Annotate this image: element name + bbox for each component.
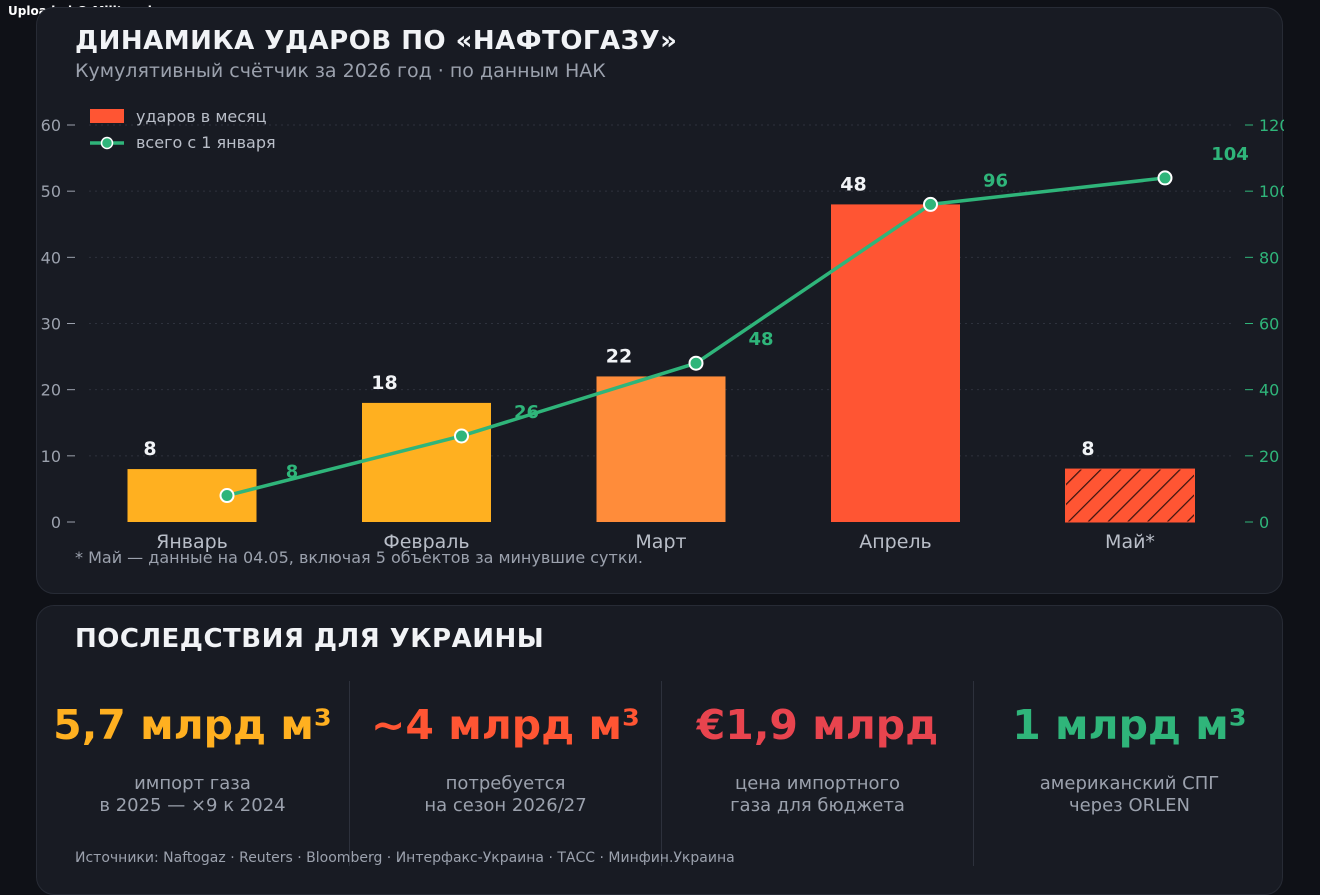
metric-description: потребуется на сезон 2026/27 [424, 773, 587, 816]
impact-title: ПОСЛЕДСТВИЯ ДЛЯ УКРАИНЫ [75, 624, 545, 654]
chart-footnote: * Май — данные на 04.05, включая 5 объек… [75, 548, 643, 567]
x-tick-label: Февраль [383, 531, 469, 553]
bar-value-label: 18 [371, 372, 397, 394]
y-tick-label: 30 [41, 315, 61, 334]
y2-tick-label: 60 [1259, 315, 1279, 334]
metric-value: 5,7 млрд м³ [53, 701, 332, 749]
metric-description: цена импортного газа для бюджета [730, 773, 905, 816]
bar [831, 204, 960, 522]
y2-tick-label: 120 [1259, 116, 1284, 135]
line-point [454, 428, 469, 444]
chart-panel: ДИНАМИКА УДАРОВ ПО «НАФТОГАЗУ» Кумулятив… [36, 7, 1284, 594]
y-tick-label: 10 [41, 447, 61, 466]
bar-value-label: 22 [606, 345, 632, 367]
y-tick-label: 0 [51, 513, 61, 532]
legend-line-marker [100, 136, 114, 150]
metric-divider [973, 681, 974, 866]
y2-tick-label: 80 [1259, 248, 1279, 267]
y-tick-label: 20 [41, 381, 61, 400]
line-point [1157, 170, 1173, 186]
x-tick-label: Март [635, 531, 686, 553]
legend-line-label: всего с 1 января [136, 133, 276, 152]
metric-season-need: ~4 млрд м³ потребуется на сезон 2026/27 [350, 681, 661, 866]
line-value-label: 96 [983, 170, 1008, 191]
metric-budget-cost: €1,9 млрд цена импортного газа для бюдже… [662, 681, 973, 866]
y-tick-label: 60 [41, 116, 61, 135]
y2-tick-label: 0 [1259, 513, 1269, 532]
metric-description: импорт газа в 2025 — ×9 к 2024 [99, 773, 286, 816]
metric-value: ~4 млрд м³ [371, 701, 640, 749]
bar [362, 402, 491, 522]
line-point [688, 355, 704, 371]
bar-value-label: 48 [840, 173, 866, 195]
y2-tick-label: 20 [1259, 447, 1279, 466]
line-point [923, 196, 938, 212]
line-value-label: 8 [286, 462, 299, 483]
line-value-label: 48 [748, 329, 773, 350]
chart-title: ДИНАМИКА УДАРОВ ПО «НАФТОГАЗУ» [75, 26, 678, 56]
metric-divider [661, 681, 662, 866]
bar [1065, 468, 1195, 523]
chart-plot: 0102030405060020406080100120атак за меся… [41, 107, 1284, 553]
metric-import: 5,7 млрд м³ импорт газа в 2025 — ×9 к 20… [37, 681, 348, 866]
bar-value-label: 8 [1081, 438, 1094, 460]
metric-value: 1 млрд м³ [1012, 701, 1247, 749]
chart-subtitle: Кумулятивный счётчик за 2026 год · по да… [75, 60, 606, 82]
bar [127, 469, 257, 522]
metric-lng: 1 млрд м³ американский СПГ через ORLEN [974, 681, 1285, 866]
y-tick-label: 40 [41, 248, 61, 267]
metric-divider [349, 681, 350, 866]
bar-value-label: 8 [143, 438, 156, 460]
x-tick-label: Май* [1105, 531, 1155, 553]
line-value-label: 26 [514, 402, 539, 423]
bar [596, 376, 726, 522]
y2-tick-label: 40 [1259, 381, 1279, 400]
x-tick-label: Апрель [859, 531, 932, 553]
line-value-label: 104 [1211, 144, 1249, 165]
y-tick-label: 50 [41, 182, 61, 201]
impact-panel: ПОСЛЕДСТВИЯ ДЛЯ УКРАИНЫ 5,7 млрд м³ импо… [36, 605, 1283, 895]
metric-value: €1,9 млрд [696, 701, 939, 749]
legend-bar-label: ударов в месяц [136, 107, 267, 126]
line-point [219, 488, 235, 504]
x-tick-label: Январь [156, 531, 228, 553]
y2-tick-label: 100 [1259, 182, 1284, 201]
legend-bar-swatch [90, 109, 124, 123]
sources-note: Источники: Naftogaz · Reuters · Bloomber… [75, 850, 735, 866]
metric-description: американский СПГ через ORLEN [1039, 773, 1220, 816]
